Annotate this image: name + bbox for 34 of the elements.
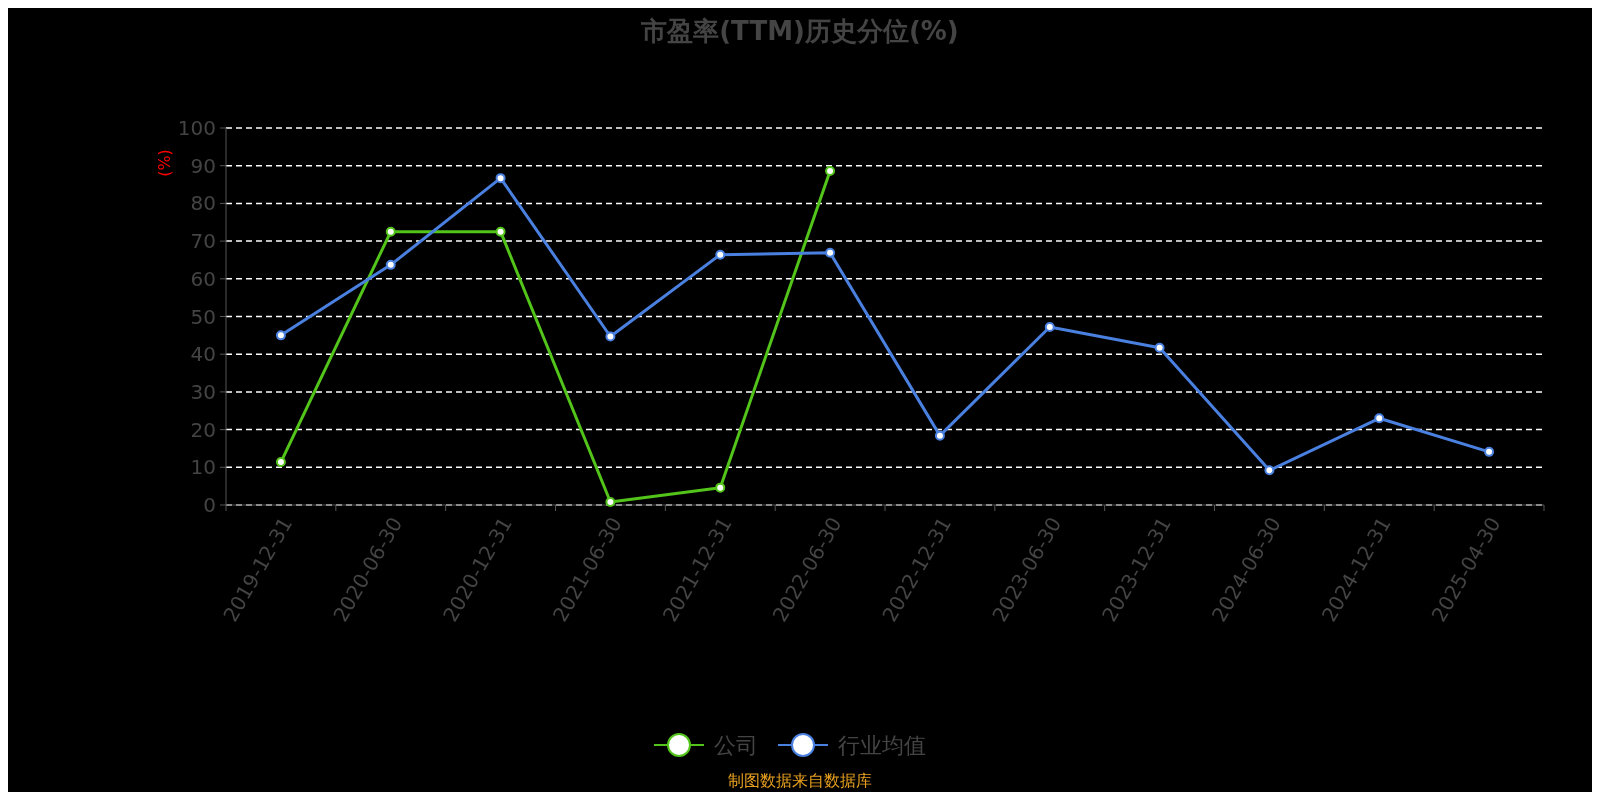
y-tick-label: 20 bbox=[190, 417, 216, 442]
y-tick-label: 0 bbox=[203, 493, 216, 517]
point bbox=[605, 496, 616, 507]
y-tick-label: 40 bbox=[190, 342, 216, 367]
text: 制图数据来自数据库 bbox=[728, 771, 872, 790]
point bbox=[715, 249, 726, 260]
point bbox=[934, 430, 945, 441]
point bbox=[605, 331, 616, 342]
point bbox=[825, 247, 836, 258]
point bbox=[385, 259, 396, 270]
y-tick-label: 90 bbox=[190, 153, 216, 178]
y-tick-label: 10 bbox=[190, 455, 216, 480]
point bbox=[1154, 342, 1165, 353]
point bbox=[1044, 322, 1055, 333]
y-tick-label: 50 bbox=[190, 304, 216, 329]
point bbox=[1374, 413, 1385, 424]
y-tick-label: 60 bbox=[190, 266, 216, 291]
legend-label: 公司 bbox=[714, 732, 758, 758]
y-axis-title: (%) bbox=[155, 149, 174, 177]
point bbox=[715, 482, 726, 493]
point bbox=[1264, 465, 1275, 476]
point bbox=[1484, 446, 1495, 457]
point bbox=[385, 226, 396, 237]
y-tick-label: 30 bbox=[190, 379, 216, 404]
point bbox=[495, 173, 506, 184]
point bbox=[275, 330, 286, 341]
y-tick-label: 100 bbox=[177, 116, 216, 140]
point bbox=[275, 457, 286, 468]
point bbox=[825, 165, 836, 176]
legend-label: 行业均值 bbox=[838, 732, 926, 758]
y-tick-label: 70 bbox=[190, 229, 216, 254]
point bbox=[495, 226, 506, 237]
y-tick-label: 80 bbox=[190, 191, 216, 216]
chart-title: 市盈率(TTM)历史分位(%) bbox=[640, 16, 959, 46]
